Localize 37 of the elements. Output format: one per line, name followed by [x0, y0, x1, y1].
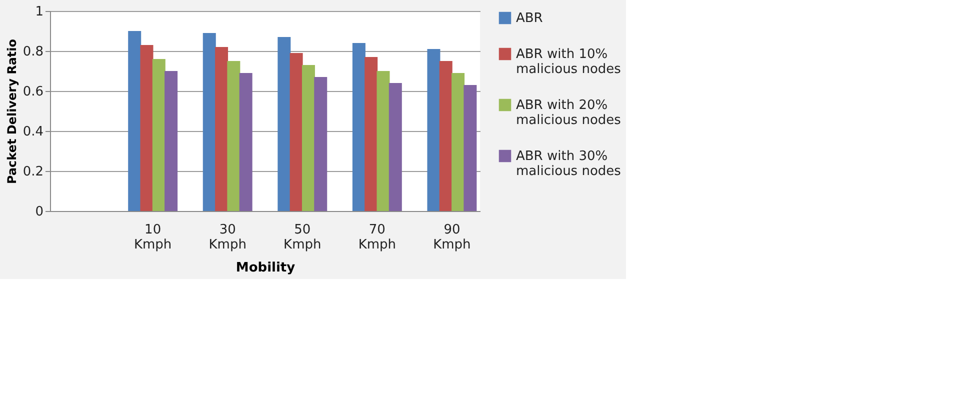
bar	[239, 73, 252, 211]
bar	[452, 73, 465, 211]
bar	[215, 47, 228, 211]
bar	[152, 59, 166, 211]
bar	[202, 33, 216, 211]
y-tick-label: 0	[35, 204, 44, 220]
y-tick-label: 0.4	[22, 124, 44, 140]
y-tick-label: 0.2	[22, 164, 44, 180]
bar	[364, 57, 378, 211]
x-tick-label: 70 Kmph	[358, 222, 396, 252]
y-tick-label: 1	[35, 4, 44, 20]
bar	[352, 43, 366, 211]
bar	[290, 53, 303, 211]
bar	[278, 37, 291, 211]
x-tick-label: 50 Kmph	[284, 222, 322, 252]
legend-label: ABR	[516, 11, 543, 26]
bar	[314, 77, 328, 211]
x-tick-label: 30 Kmph	[208, 222, 246, 252]
y-tick-label: 0.6	[22, 84, 44, 100]
legend-label: ABR with 20% malicious nodes	[516, 98, 622, 128]
bar	[376, 71, 390, 211]
x-tick-label: 10 Kmph	[134, 222, 172, 252]
y-tick-label: 0.8	[22, 44, 44, 60]
y-axis-title: Packet Delivery Ratio	[4, 38, 19, 184]
bar	[140, 45, 154, 211]
bar	[464, 85, 477, 211]
x-tick-label: 90 Kmph	[433, 222, 471, 252]
bar	[427, 49, 440, 211]
bar	[128, 31, 142, 211]
bar	[227, 61, 240, 211]
bar	[302, 65, 315, 211]
bar	[439, 61, 452, 211]
legend-label: ABR with 10% malicious nodes	[516, 47, 622, 77]
legend-label: ABR with 30% malicious nodes	[516, 149, 622, 179]
x-axis-title: Mobility	[236, 260, 296, 276]
bar	[164, 71, 178, 211]
bar	[388, 83, 402, 211]
